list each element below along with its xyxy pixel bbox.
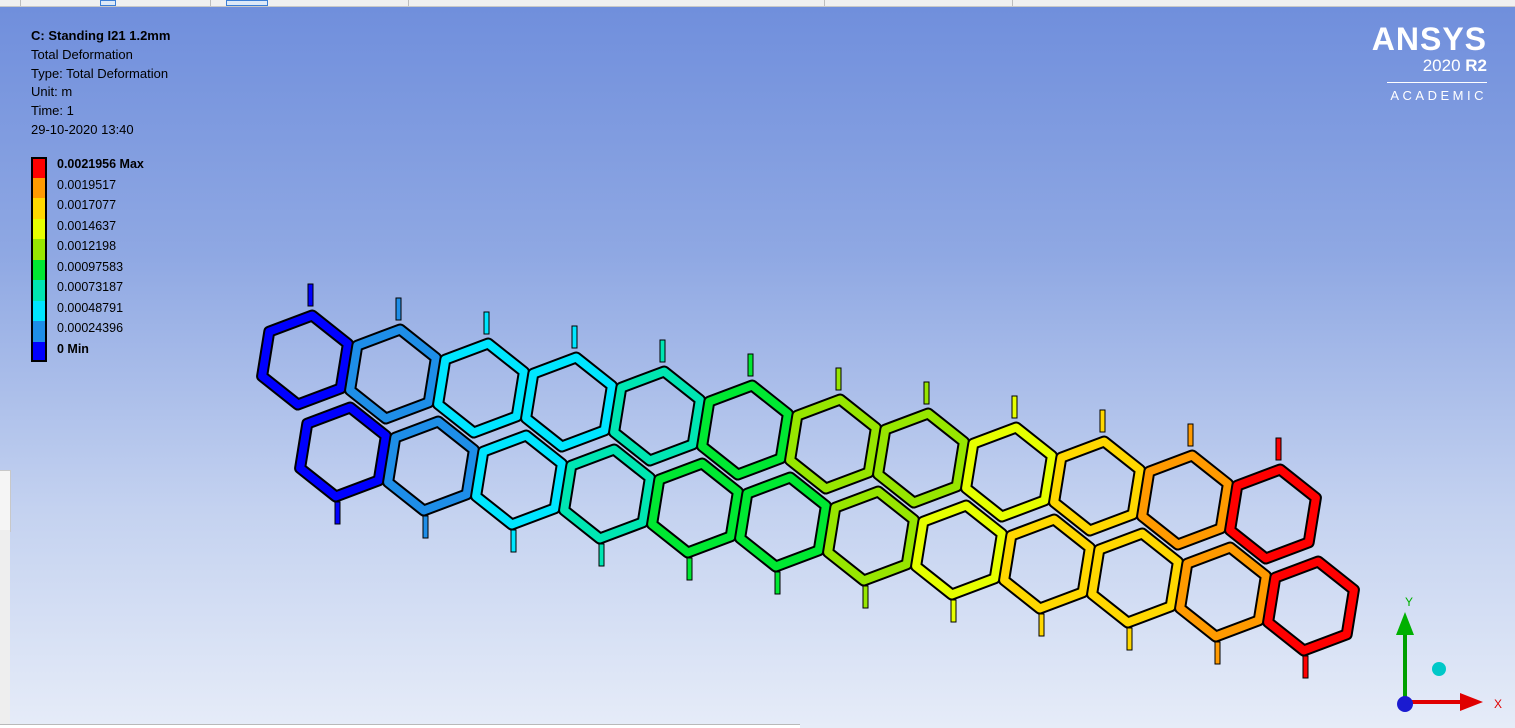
result-info: C: Standing I21 1.2mm Total Deformation … [31,27,170,140]
legend-swatch [31,157,47,178]
cell-stub-bottom [950,599,957,623]
legend-label: 0.00097583 [57,259,124,274]
legend-label: 0.00024396 [57,321,124,335]
hex-cell [1050,437,1144,535]
legend-swatch [31,280,47,301]
legend-swatch [31,239,47,260]
hex-cell [1000,515,1094,613]
toolbar-separator [210,0,211,6]
hex-cell [962,423,1056,521]
cell-stub-bottom [1038,613,1045,637]
cell-stub-bottom [862,585,869,609]
hex-cell [786,395,880,493]
legend-label: 0.0014637 [57,218,117,233]
ansys-logo: ANSYS [1371,21,1487,57]
cell-stub-top [747,353,754,377]
cell-stub-bottom [422,515,429,539]
legend-swatch [31,259,47,280]
hex-cell [1226,465,1320,563]
toolbar-button[interactable] [226,0,268,6]
cell-stub-bottom [686,557,693,581]
hex-cell [346,325,440,423]
hex-cell [648,459,742,557]
legend-label: 0 Min [57,341,89,356]
hex-cell [522,353,616,451]
hex-cell [384,417,478,515]
result-unit: Unit: m [31,84,73,100]
legend-label: 0.0017077 [57,198,117,212]
cell-stub-top [1275,437,1282,461]
hex-cell [1088,529,1182,627]
version-label: 2020 R2 [1422,56,1487,75]
cell-stub-top [659,339,666,363]
cell-stub-top [571,325,578,349]
y-axis-label: Y [1405,595,1413,609]
legend-label: 0.00073187 [57,280,124,294]
cell-stub-top [923,381,930,405]
cell-stub-top [483,311,490,335]
y-axis-arrow [1396,612,1414,635]
hex-cell [258,311,352,409]
result-timestamp: 29-10-2020 13:40 [31,121,134,137]
cell-stub-top [1187,423,1194,447]
toolbar-strip [0,0,1515,7]
cell-stub-top [307,283,314,307]
legend-label: 0.0012198 [57,239,117,253]
hex-cell [912,501,1006,599]
toolbar-separator [1012,0,1013,6]
toolbar-button[interactable] [100,0,116,6]
legend-swatch [31,341,47,362]
cell-stub-bottom [1302,655,1309,679]
result-name: Total Deformation [31,46,133,62]
hex-cell [472,431,566,529]
z-axis-marker [1397,696,1413,712]
hex-cell [698,381,792,479]
hex-cell [1264,557,1358,655]
cell-stub-top [835,367,842,391]
bottom-scrollbar[interactable] [0,724,800,728]
cell-stub-top [1011,395,1018,419]
hex-cell [296,403,390,501]
hex-cell [560,445,654,543]
x-axis-label: X [1494,697,1502,711]
toolbar-separator [408,0,409,6]
cell-stub-bottom [334,501,341,525]
toolbar-separator [824,0,825,6]
legend-swatch [31,177,47,198]
brand-divider [1387,82,1487,83]
cell-stub-bottom [598,543,605,567]
result-type: Type: Total Deformation [31,65,169,81]
x-axis-arrow [1460,693,1483,711]
hex-cell [434,339,528,437]
coordinate-triad[interactable]: Y X [1370,590,1510,720]
isometric-ball-icon[interactable] [1432,662,1446,676]
license-tier: ACADEMIC [1390,88,1487,103]
legend-swatch [31,218,47,239]
hex-cell [610,367,704,465]
hex-cell [736,473,830,571]
side-panel-edge-lower [0,530,10,728]
legend-label: 0.00048791 [57,300,124,315]
legend-swatch [31,198,47,219]
ansys-brand: ANSYS 2020 R2 ACADEMIC [1372,22,1487,103]
cell-stub-bottom [510,529,517,553]
legend-swatch [31,300,47,321]
result-time: Time: 1 [31,103,74,119]
cell-stub-bottom [1126,627,1133,651]
analysis-title: C: Standing I21 1.2mm [31,28,171,43]
cell-stub-bottom [774,571,781,595]
cell-stub-top [395,297,402,321]
hex-cell [824,487,918,585]
hex-cell [1138,451,1232,549]
legend-label: 0.0021956 Max [57,157,144,171]
hex-cell [874,409,968,507]
toolbar-separator [20,0,21,6]
hex-cell [1176,543,1270,641]
legend-label: 0.0019517 [57,177,117,192]
legend-swatch [31,321,47,342]
cell-stub-top [1099,409,1106,433]
cell-stub-bottom [1214,641,1221,665]
